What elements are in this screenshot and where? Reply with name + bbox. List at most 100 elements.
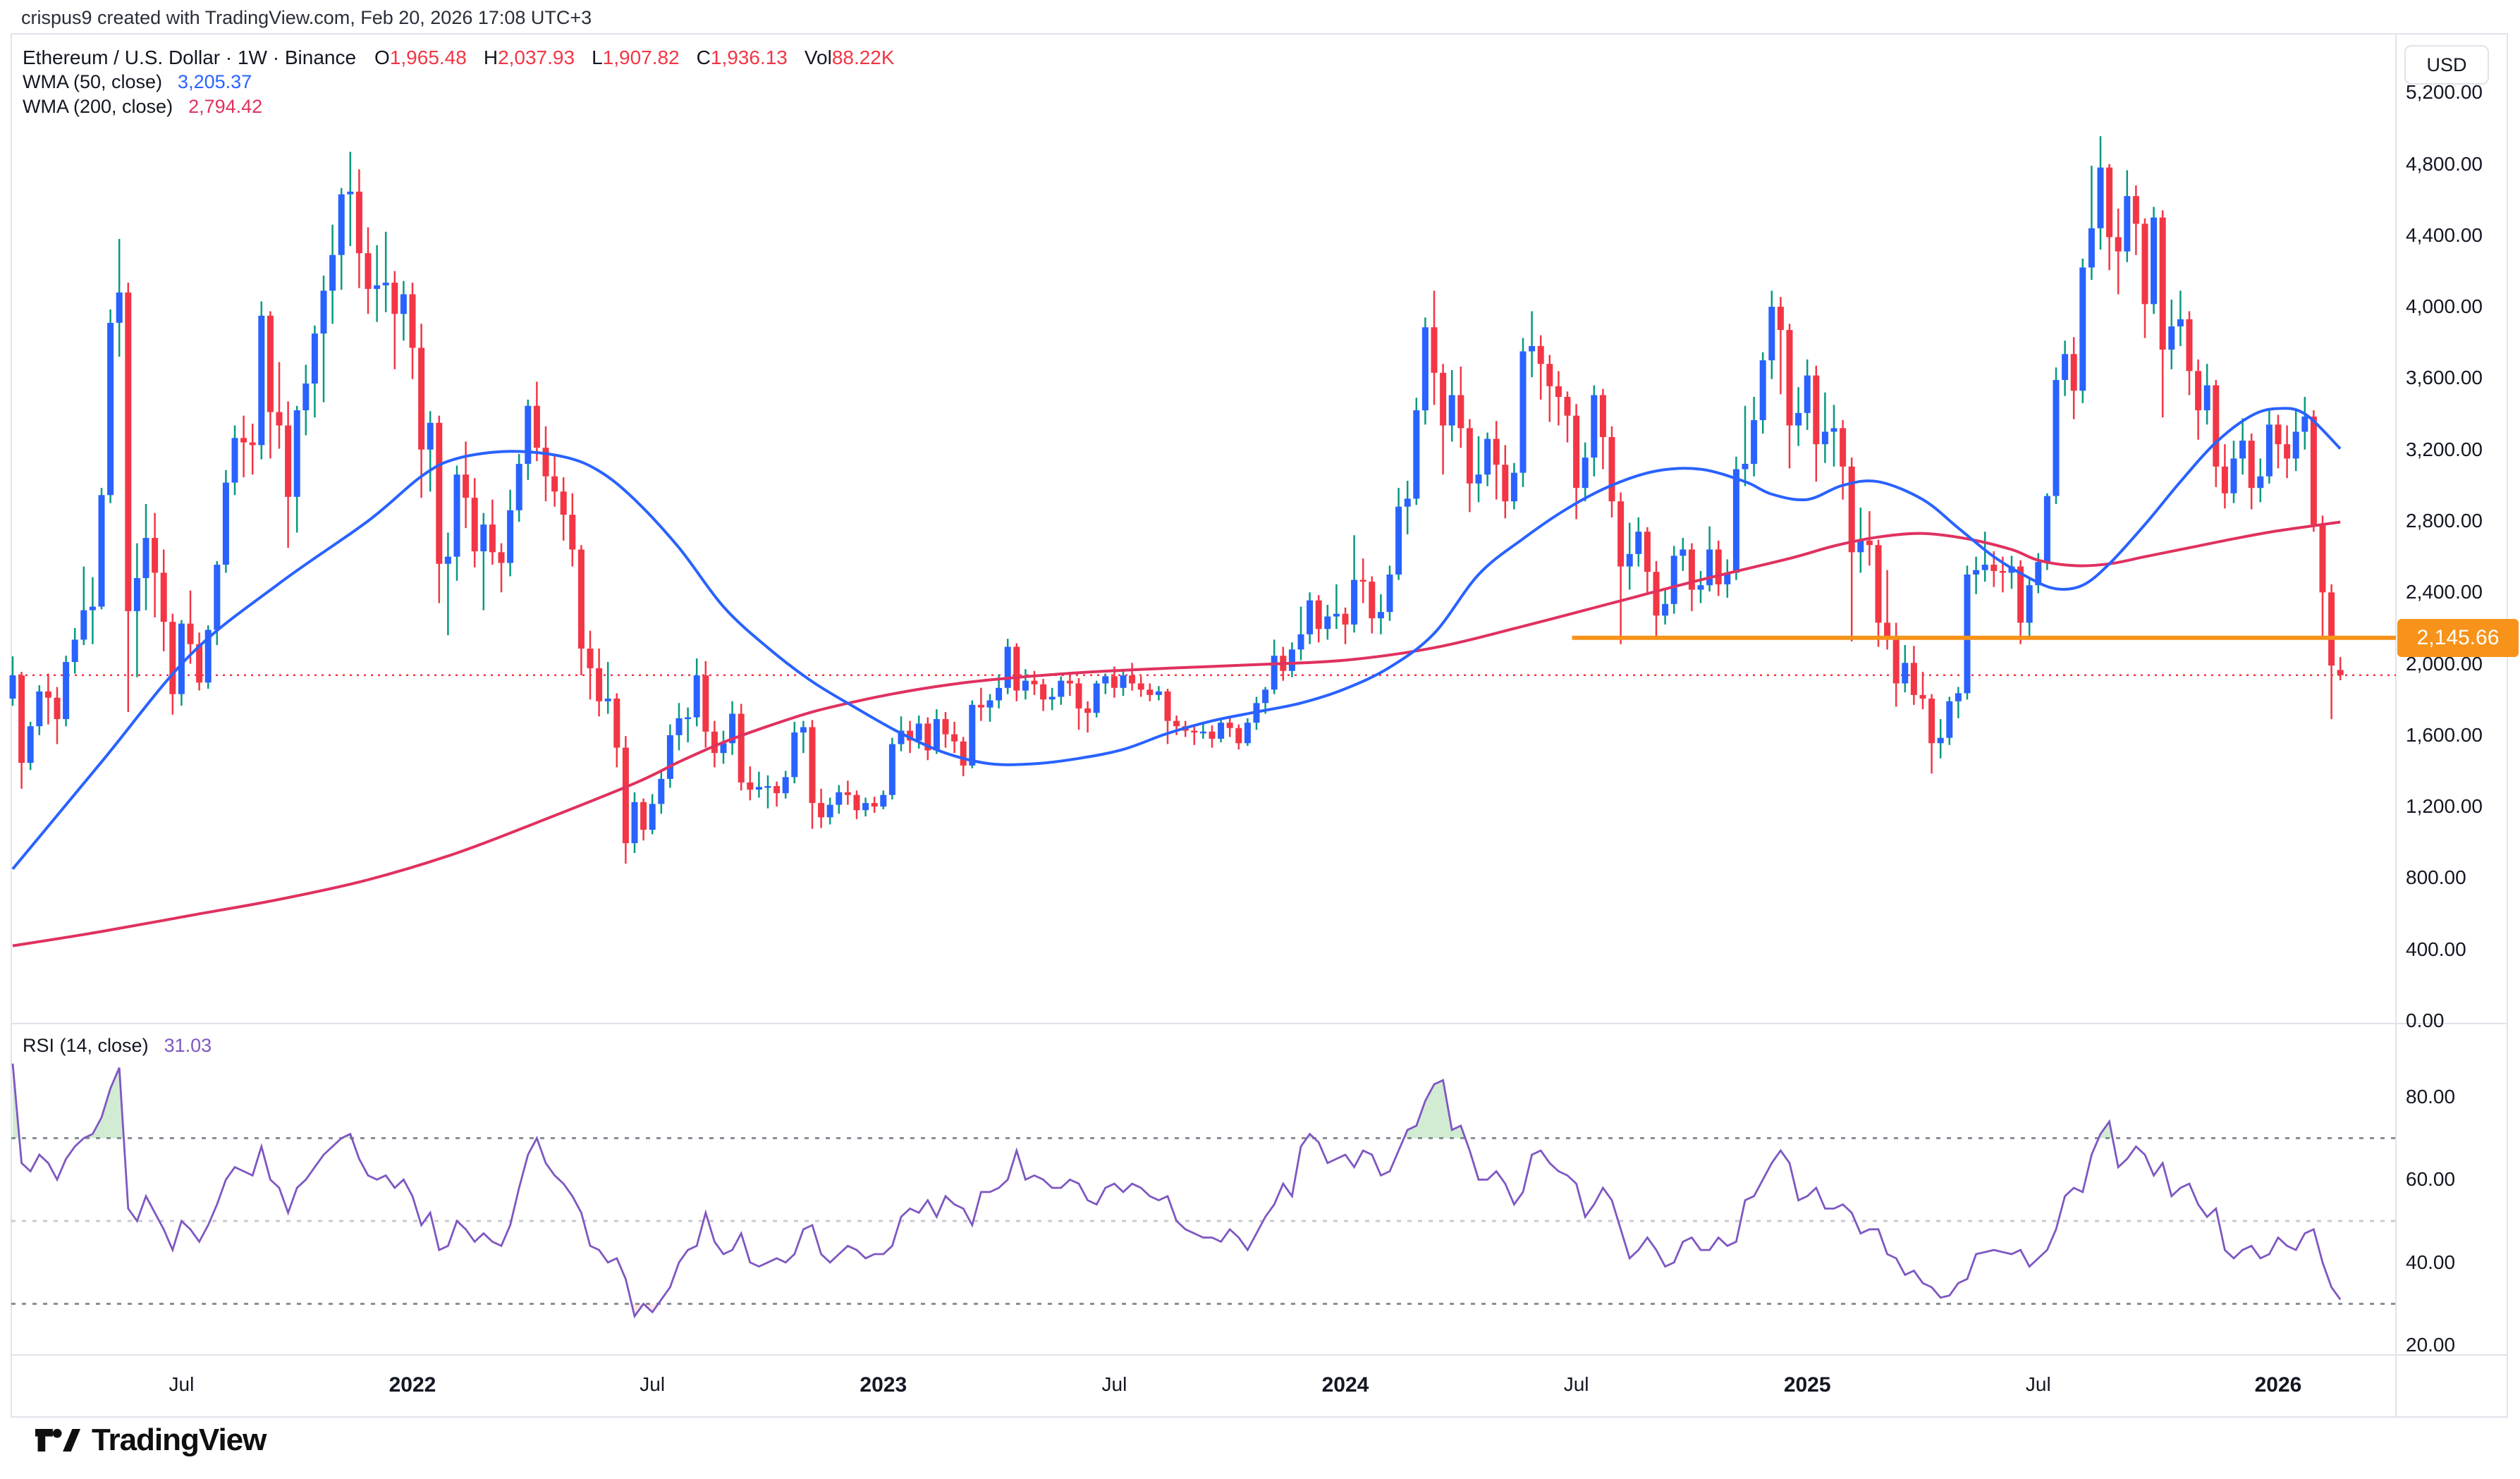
candle-body [63, 662, 70, 720]
candle-body [293, 410, 300, 497]
candle-body [1742, 463, 1749, 470]
candle-body [1129, 675, 1136, 684]
candle-body [338, 194, 345, 255]
candle-body [258, 315, 265, 446]
symbol-ohlc-row[interactable]: Ethereum / U.S. Dollar · 1W · Binance O1… [23, 47, 912, 71]
close-value: 1,936.13 [710, 47, 788, 68]
candle-body [1759, 360, 1766, 420]
candle-body [649, 804, 656, 830]
candle-body [1209, 731, 1216, 739]
candle-body [2257, 476, 2264, 489]
candle-body [54, 697, 61, 720]
candle-body [1777, 307, 1784, 331]
time-axis[interactable]: Jul 2022 Jul 2023 Jul 2024 Jul 2025 Jul 2026 [0, 1355, 2507, 1417]
candle-body [2053, 379, 2060, 496]
candle-body [9, 675, 16, 699]
candle-body [1884, 622, 1891, 638]
candle-body [1999, 570, 2006, 573]
candle-body [409, 294, 416, 348]
candle-body [480, 524, 487, 552]
candle-body [2292, 431, 2299, 459]
price-tick-label: 4,400.00 [2406, 223, 2483, 246]
rsi-tick-label: 80.00 [2406, 1085, 2456, 1107]
candle-body [507, 510, 514, 563]
candle-body [1751, 419, 1758, 464]
candle-body [587, 649, 594, 668]
candle-body [986, 700, 993, 708]
tradingview-logo[interactable]: TradingView [35, 1423, 267, 1458]
candle-body [2319, 524, 2326, 593]
candle-body [862, 803, 869, 811]
candle-body [1040, 684, 1047, 700]
candle-body [1608, 437, 1615, 502]
volume-value: 88.22K [831, 47, 895, 68]
candle-body [1235, 728, 1242, 744]
candle-body [666, 735, 673, 779]
candle-body [1440, 372, 1447, 426]
candle-body [569, 515, 576, 550]
candle-body [1848, 466, 1855, 553]
tradingview-logo-icon [35, 1428, 80, 1452]
candle-body [853, 794, 860, 811]
wma50-line[interactable] [11, 407, 2342, 871]
candle-body [1244, 723, 1251, 744]
candle-body [1431, 327, 1438, 373]
candle-body [1448, 395, 1455, 426]
candle-body [2248, 441, 2255, 489]
candle-body [871, 803, 878, 807]
rsi-tick-label: 60.00 [2406, 1168, 2456, 1191]
rsi-line[interactable] [11, 1063, 2342, 1319]
candle-body [1875, 545, 1882, 623]
candle-body [1359, 579, 1366, 582]
wma50-value: 3,205.37 [178, 71, 252, 92]
candle-body [675, 718, 683, 735]
currency-toggle-button[interactable]: USD [2404, 45, 2489, 85]
candle-body [2239, 441, 2246, 459]
candle-body [240, 438, 247, 443]
price-tick-label: 4,800.00 [2406, 152, 2483, 175]
candle-body [515, 463, 522, 510]
candle-body [577, 549, 585, 649]
candle-body [1591, 395, 1598, 458]
candle-body [1137, 683, 1144, 690]
candle-body [2115, 237, 2122, 252]
low-value: 1,907.82 [602, 47, 680, 68]
candle-body [329, 254, 336, 291]
price-tick-label: 1,200.00 [2406, 795, 2483, 818]
candle-body [888, 744, 895, 795]
symbol-title[interactable]: Ethereum / U.S. Dollar · 1W · Binance [23, 47, 357, 68]
candle-body [267, 315, 274, 412]
candle-body [1475, 474, 1482, 484]
candle-body [1048, 696, 1056, 700]
candle-body [1226, 723, 1233, 728]
candle-body [1724, 572, 1731, 584]
candle-body [142, 538, 149, 579]
candle-body [1271, 656, 1278, 690]
candle-body [2186, 319, 2193, 372]
candle-body [693, 675, 700, 718]
candle-body [2124, 196, 2131, 252]
candle-body [1821, 431, 1828, 445]
candle-body [755, 787, 762, 790]
candle-body [1155, 691, 1162, 695]
candle-body [2275, 424, 2282, 445]
candle-body [969, 704, 976, 766]
candle-body [2106, 167, 2113, 238]
rsi-legend-row[interactable]: RSI (14, close) 31.03 [23, 1035, 212, 1057]
candle-body [1075, 683, 1082, 708]
candle-body [160, 572, 167, 622]
wma200-legend-row[interactable]: WMA (200, close) 2,794.42 [23, 96, 912, 121]
candle-body [2159, 217, 2166, 350]
wma200-line[interactable] [12, 520, 2341, 947]
candle-body [444, 556, 451, 564]
candle-body [1644, 532, 1651, 572]
candle-body [1946, 701, 1953, 738]
open-value: 1,965.48 [389, 47, 467, 68]
candle-body [1537, 345, 1544, 364]
candle-body [1093, 683, 1100, 713]
candle-body [604, 698, 611, 701]
candle-body [2097, 167, 2104, 228]
candle-body [382, 282, 389, 286]
wma50-legend-row[interactable]: WMA (50, close) 3,205.37 [23, 71, 912, 96]
